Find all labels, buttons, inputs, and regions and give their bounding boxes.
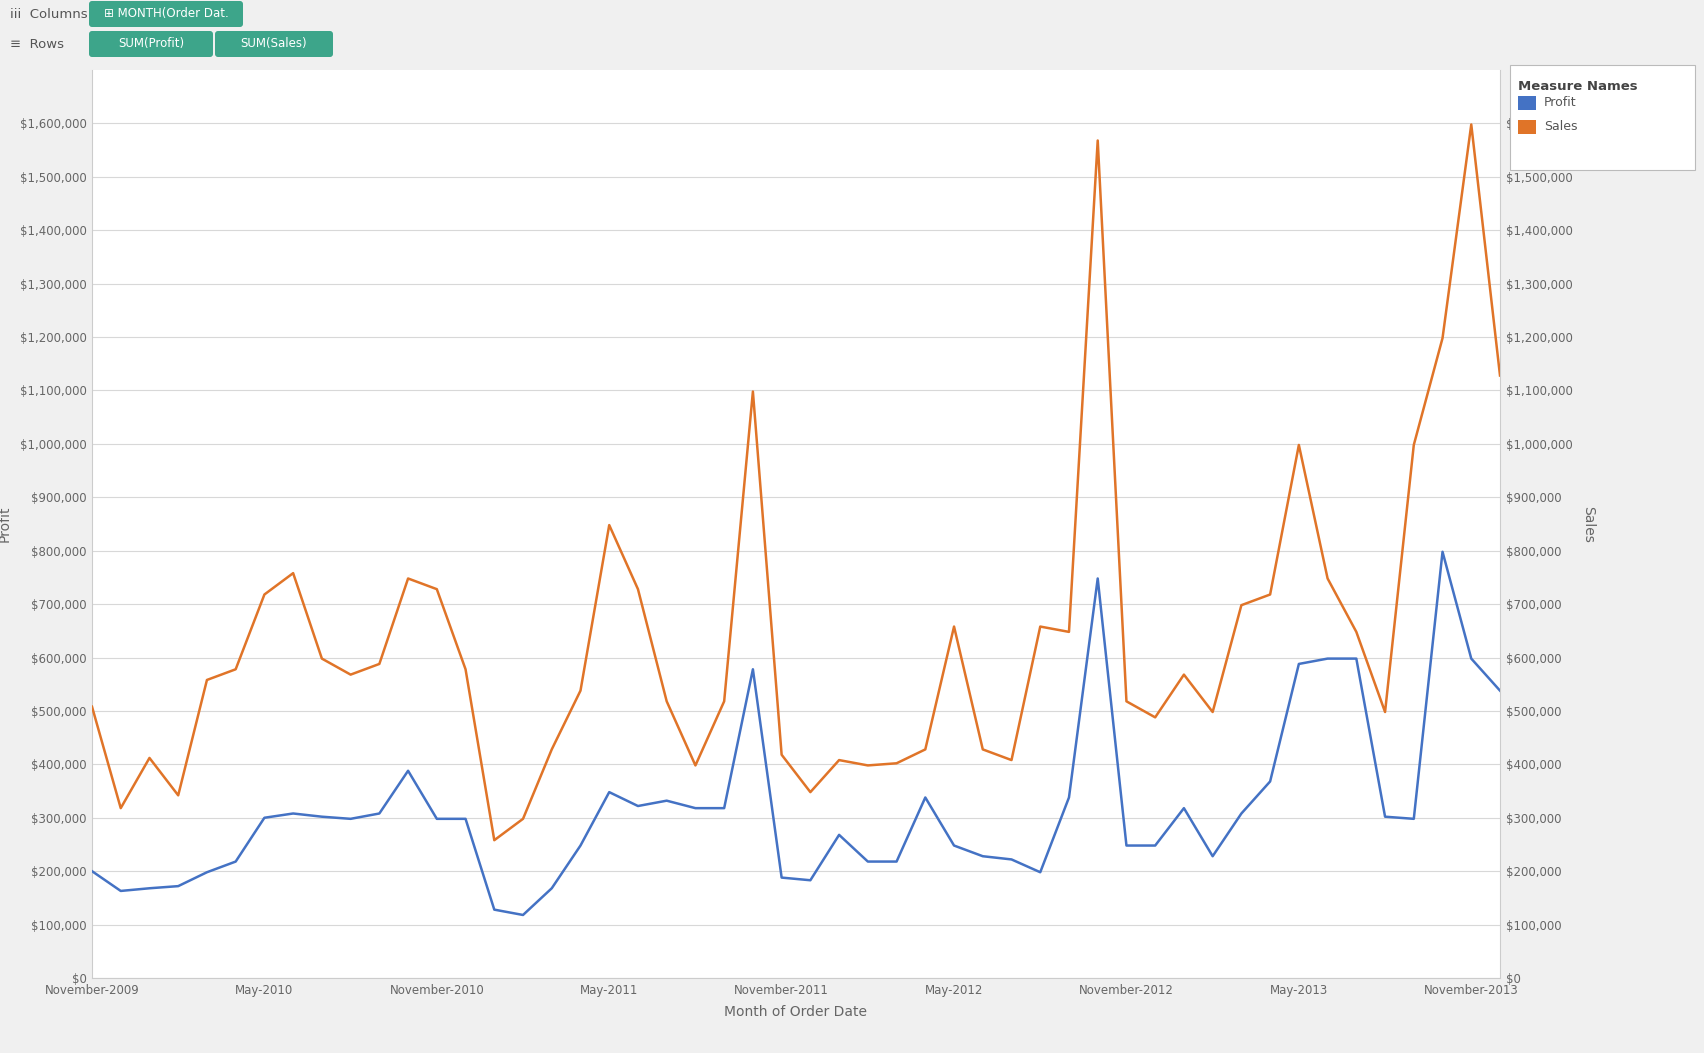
Text: SUM(Profit): SUM(Profit)	[118, 38, 184, 51]
Bar	[1518, 120, 1535, 134]
Y-axis label: Sales: Sales	[1581, 505, 1595, 542]
Text: Measure Names: Measure Names	[1518, 80, 1638, 93]
Text: SUM(Sales): SUM(Sales)	[240, 38, 307, 51]
FancyBboxPatch shape	[215, 31, 332, 57]
FancyBboxPatch shape	[1510, 65, 1695, 170]
Text: ≡  Rows: ≡ Rows	[10, 38, 65, 51]
Text: iii  Columns: iii Columns	[10, 7, 87, 20]
FancyBboxPatch shape	[89, 31, 213, 57]
Text: Sales: Sales	[1544, 120, 1578, 134]
FancyBboxPatch shape	[89, 1, 244, 27]
Text: Profit: Profit	[1544, 97, 1576, 110]
Bar	[1518, 96, 1535, 110]
X-axis label: Month of Order Date: Month of Order Date	[724, 1005, 867, 1019]
Y-axis label: Profit: Profit	[0, 505, 12, 542]
Text: ⊞ MONTH(Order Dat.: ⊞ MONTH(Order Dat.	[104, 7, 228, 20]
